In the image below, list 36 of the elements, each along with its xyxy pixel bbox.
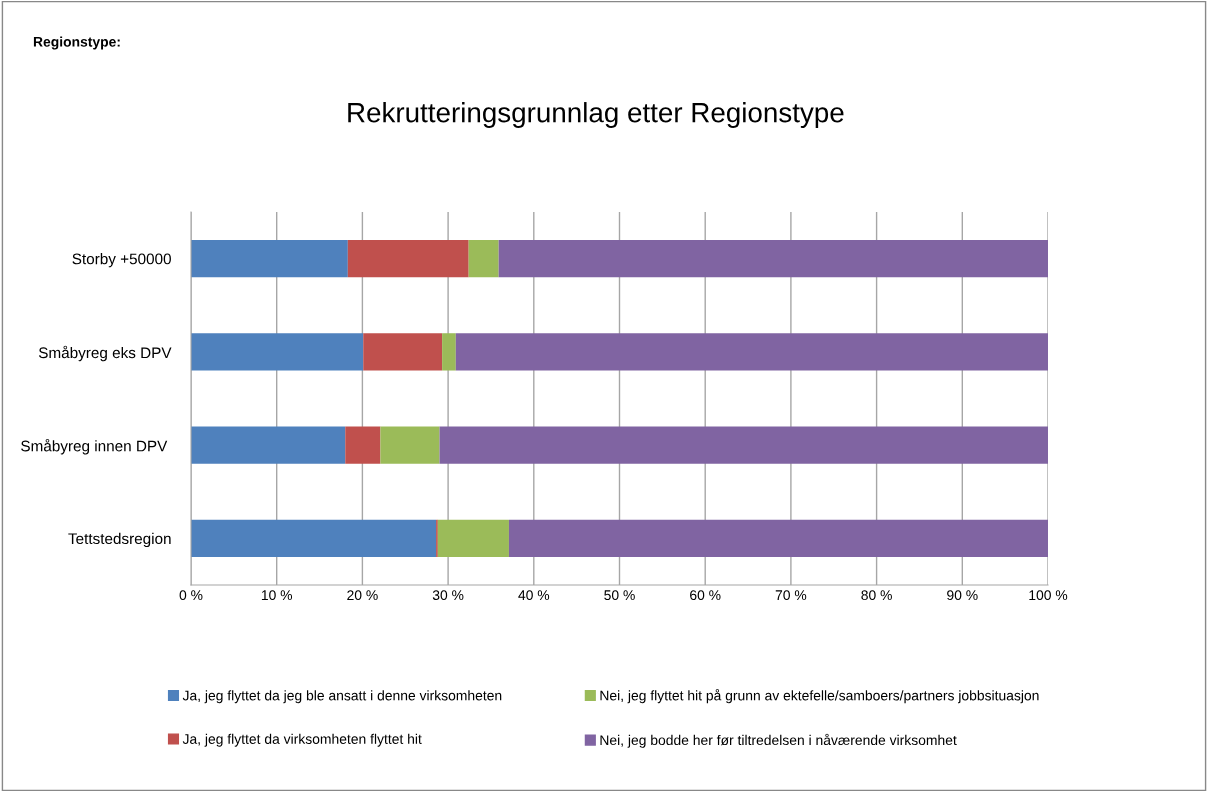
bar: [347, 239, 469, 278]
bar: [380, 426, 440, 464]
bar: [191, 239, 348, 278]
bar: [439, 426, 1048, 464]
bar: [191, 333, 364, 371]
bar: [455, 333, 1048, 371]
x-tick-label: 0 %: [179, 590, 203, 601]
y-tick-label: Storby +50000: [72, 253, 171, 268]
bar: [442, 333, 456, 371]
y-tick-label: Småbyreg innen DPV: [21, 438, 168, 455]
bar: [191, 519, 437, 558]
x-tick-label: 10 %: [261, 590, 293, 601]
legend-label: Ja, jeg flyttet da virksomheten flyttet hit: [182, 733, 422, 747]
y-tick-label: Tettstedsregion: [68, 532, 171, 548]
legend-label: Ja, jeg flyttet da jeg ble ansatt i denne virksomheten: [182, 690, 502, 704]
bar: [437, 519, 509, 558]
legend-label: Nei, jeg flyttet hit på grunn av ektefelle/samboers/partners jobbsituasjon: [600, 689, 1039, 704]
x-tick-label: 60 %: [690, 590, 721, 601]
bar: [498, 239, 1048, 278]
text: Regionstype:: [33, 36, 120, 50]
bar: [191, 426, 346, 464]
x-tick-label: 90 %: [947, 590, 978, 601]
legend-label: Nei, jeg bodde her før tiltredelsen i nåværende virksomhet: [600, 733, 957, 748]
x-tick-label: 70 %: [775, 590, 807, 601]
x-tick-label: 20 %: [347, 590, 378, 601]
x-tick-label: 100 %: [1029, 590, 1068, 601]
bar: [363, 333, 443, 371]
bar: [508, 519, 1048, 558]
y-tick-label: Småbyreg eks DPV: [38, 345, 172, 362]
x-tick-label: 40 %: [518, 590, 550, 601]
bar: [345, 426, 381, 464]
x-tick-label: 30 %: [432, 590, 464, 601]
x-tick-label: 80 %: [861, 590, 892, 601]
bar: [468, 239, 499, 278]
x-tick-label: 50 %: [604, 590, 635, 601]
chart-title: Rekrutteringsgrunnlag etter Regionstype: [348, 102, 844, 128]
